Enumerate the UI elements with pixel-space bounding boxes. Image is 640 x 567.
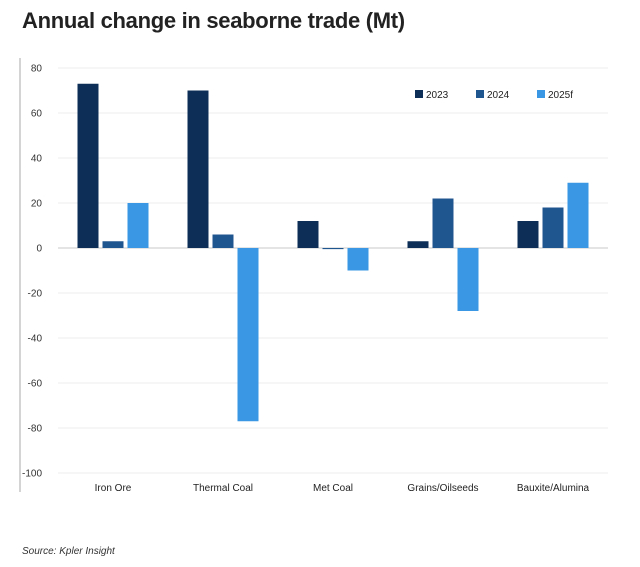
bar [432, 198, 454, 248]
legend: 2023 2024 2025f [415, 90, 573, 101]
bar [187, 90, 209, 248]
bar [542, 207, 564, 248]
category-labels: Iron Ore Thermal Coal Met Coal Grains/Oilse… [95, 483, 590, 494]
bars [77, 83, 589, 422]
y-tick-label: -60 [28, 379, 43, 390]
y-tick-labels: 80 60 40 20 0 -20 -40 -60 -80 -100 [22, 64, 42, 480]
category-label: Met Coal [313, 483, 353, 494]
y-tick-label: -80 [28, 424, 43, 435]
gridlines [58, 67, 608, 474]
category-label: Grains/Oilseeds [407, 483, 478, 494]
y-tick-label: -20 [28, 289, 43, 300]
category-label: Iron Ore [95, 483, 132, 494]
bar [102, 241, 124, 248]
legend-label: 2023 [426, 90, 449, 101]
legend-swatch [537, 90, 545, 98]
legend-swatch [415, 90, 423, 98]
legend-label: 2024 [487, 90, 510, 101]
category-label: Bauxite/Alumina [517, 483, 590, 494]
bar [407, 241, 429, 248]
y-tick-label: 60 [31, 109, 43, 120]
bar [457, 248, 479, 311]
bar [212, 234, 234, 248]
bar [297, 221, 319, 248]
bar [77, 83, 99, 248]
category-label: Thermal Coal [193, 483, 253, 494]
bar [322, 248, 344, 250]
y-tick-label: 80 [31, 64, 43, 75]
source-note: Source: Kpler Insight [22, 546, 115, 557]
bar [347, 248, 369, 271]
y-tick-label: 0 [36, 244, 42, 255]
y-tick-label: -40 [28, 334, 43, 345]
legend-swatch [476, 90, 484, 98]
bar [127, 203, 149, 248]
chart-title: Annual change in seaborne trade (Mt) [22, 8, 405, 33]
y-tick-label: 40 [31, 154, 43, 165]
legend-label: 2025f [548, 90, 573, 101]
bar [237, 248, 259, 422]
y-tick-label: -100 [22, 469, 42, 480]
bar [517, 221, 539, 248]
bar [567, 182, 589, 248]
y-tick-label: 20 [31, 199, 43, 210]
